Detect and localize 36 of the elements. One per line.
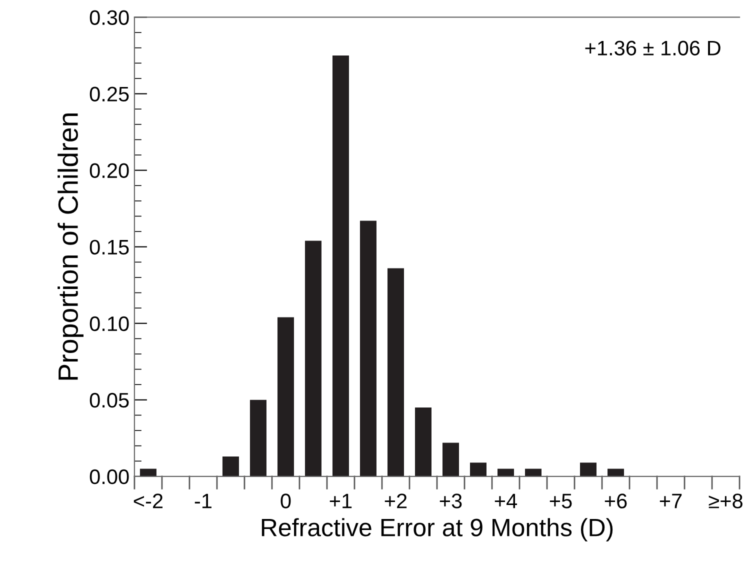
bar (277, 317, 294, 476)
bar (470, 462, 486, 476)
x-axis-title: Refractive Error at 9 Months (D) (262, 518, 613, 542)
bar (222, 456, 239, 476)
bar (250, 400, 266, 476)
bar (414, 408, 432, 476)
bar (304, 240, 322, 476)
bar (442, 442, 459, 476)
y-tick-label: 0.25 (90, 86, 129, 102)
x-tick-label: ≥+8 (708, 494, 742, 508)
bar (332, 55, 349, 476)
x-tick-label: +3 (440, 494, 462, 508)
x-tick-label: +4 (494, 494, 518, 508)
y-tick-label: 0.10 (90, 316, 129, 332)
x-tick-label: +5 (550, 494, 572, 508)
annotation: +1.36 ± 1.06 D (585, 40, 720, 56)
y-tick-label: 0.20 (90, 163, 129, 178)
x-tick-label: +2 (384, 494, 407, 508)
bar (387, 268, 404, 476)
y-tick-label: 0.30 (90, 10, 129, 25)
bar (608, 468, 624, 476)
x-tick-label: +1 (330, 494, 352, 508)
x-tick-label: <-2 (134, 494, 163, 508)
bar (140, 468, 156, 476)
y-tick-label: 0.00 (90, 469, 129, 484)
bar (525, 468, 542, 476)
y-axis-title: Proportion of Children (58, 114, 84, 380)
x-tick-label: -1 (194, 494, 212, 508)
y-tick-label: 0.15 (90, 240, 129, 255)
x-tick-label: +6 (604, 494, 627, 508)
bar (360, 220, 376, 476)
x-tick-label: +7 (660, 494, 682, 508)
bar (498, 468, 514, 476)
x-tick-label: 0 (280, 494, 291, 508)
bar (580, 462, 597, 476)
y-tick-label: 0.05 (90, 392, 129, 408)
